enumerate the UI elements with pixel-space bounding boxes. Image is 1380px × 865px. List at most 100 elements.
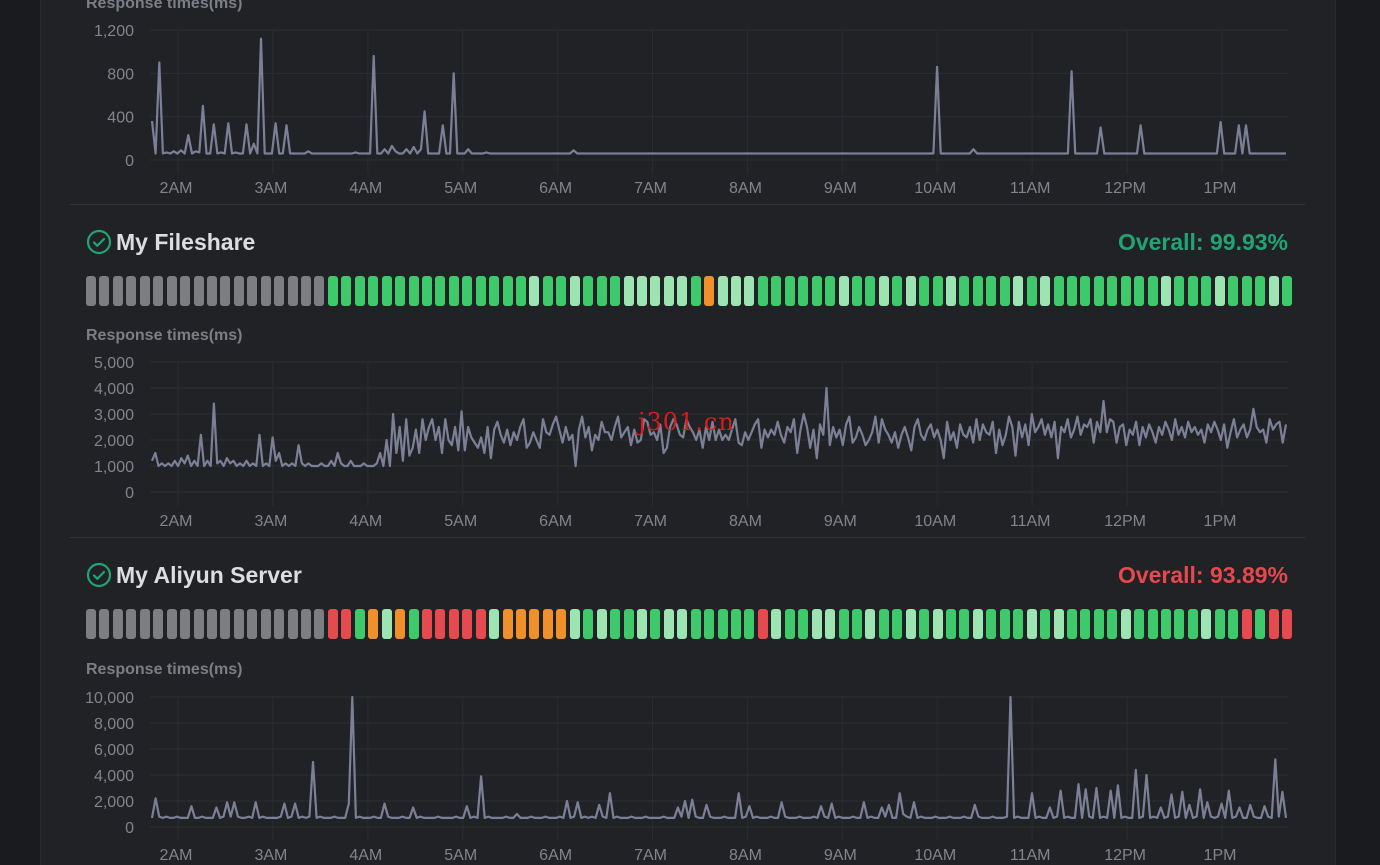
heartbeat-beat[interactable]	[1120, 276, 1131, 306]
heartbeat-beat[interactable]	[636, 609, 647, 639]
heartbeat-beat[interactable]	[731, 276, 741, 306]
heartbeat-beat[interactable]	[166, 276, 177, 306]
heartbeat-beat[interactable]	[932, 276, 943, 306]
heartbeat-beat[interactable]	[233, 609, 244, 639]
heartbeat-beat[interactable]	[744, 276, 755, 306]
heartbeat-beat[interactable]	[1026, 276, 1037, 306]
heartbeat-beat[interactable]	[462, 276, 473, 306]
heartbeat-beat[interactable]	[946, 609, 956, 639]
heartbeat-beat[interactable]	[502, 609, 513, 639]
heartbeat-beat[interactable]	[354, 609, 365, 639]
heartbeat-beat[interactable]	[260, 609, 271, 639]
heartbeat-beat[interactable]	[892, 276, 903, 306]
heartbeat-beat[interactable]	[1187, 609, 1198, 639]
heartbeat-beat[interactable]	[341, 276, 352, 306]
heartbeat-beat[interactable]	[798, 276, 809, 306]
heartbeat-beat[interactable]	[878, 276, 889, 306]
heartbeat-beat[interactable]	[1255, 609, 1266, 639]
heartbeat-beat[interactable]	[650, 609, 661, 639]
heartbeat-beat[interactable]	[838, 276, 849, 306]
heartbeat-beat[interactable]	[529, 609, 540, 639]
heartbeat-beat[interactable]	[86, 276, 96, 306]
heartbeat-beat[interactable]	[999, 609, 1010, 639]
heartbeat-beat[interactable]	[556, 276, 567, 306]
heartbeat-beat[interactable]	[663, 276, 674, 306]
heartbeat-beat[interactable]	[1040, 276, 1051, 306]
heartbeat-beat[interactable]	[690, 276, 701, 306]
heartbeat-beat[interactable]	[1026, 609, 1037, 639]
heartbeat-beat[interactable]	[610, 609, 621, 639]
heartbeat-beat[interactable]	[126, 276, 137, 306]
heartbeat-beat[interactable]	[1174, 609, 1185, 639]
heartbeat-beat[interactable]	[757, 276, 768, 306]
heartbeat-beat[interactable]	[1187, 276, 1198, 306]
heartbeat-beat[interactable]	[287, 276, 298, 306]
heartbeat-beat[interactable]	[516, 276, 526, 306]
heartbeat-beat[interactable]	[126, 609, 137, 639]
heartbeat-beat[interactable]	[986, 276, 997, 306]
heartbeat-beat[interactable]	[878, 609, 889, 639]
heartbeat-beat[interactable]	[744, 609, 755, 639]
heartbeat-beat[interactable]	[919, 276, 930, 306]
heartbeat-beat[interactable]	[408, 609, 419, 639]
heartbeat-beat[interactable]	[905, 609, 916, 639]
heartbeat-beat[interactable]	[1093, 276, 1104, 306]
heartbeat-beat[interactable]	[220, 609, 231, 639]
heartbeat-beat[interactable]	[784, 276, 795, 306]
heartbeat-beat[interactable]	[583, 276, 594, 306]
heartbeat-beat[interactable]	[569, 609, 580, 639]
heartbeat-beat[interactable]	[1214, 609, 1225, 639]
heartbeat-beat[interactable]	[502, 276, 513, 306]
heartbeat-beat[interactable]	[1066, 276, 1077, 306]
heartbeat-beat[interactable]	[663, 609, 674, 639]
heartbeat-beat[interactable]	[865, 276, 876, 306]
heartbeat-beat[interactable]	[475, 276, 486, 306]
heartbeat-beat[interactable]	[919, 609, 930, 639]
heartbeat-beat[interactable]	[475, 609, 486, 639]
heartbeat-beat[interactable]	[220, 276, 231, 306]
heartbeat-beat[interactable]	[717, 276, 728, 306]
heartbeat-beat[interactable]	[153, 276, 164, 306]
heartbeat-beat[interactable]	[690, 609, 701, 639]
heartbeat-beat[interactable]	[1161, 609, 1171, 639]
heartbeat-beat[interactable]	[731, 609, 741, 639]
heartbeat-beat[interactable]	[395, 276, 406, 306]
heartbeat-beat[interactable]	[1134, 609, 1145, 639]
heartbeat-beat[interactable]	[825, 609, 836, 639]
heartbeat-beat[interactable]	[892, 609, 903, 639]
heartbeat-beat[interactable]	[610, 276, 621, 306]
heartbeat-beat[interactable]	[798, 609, 809, 639]
heartbeat-beat[interactable]	[166, 609, 177, 639]
heartbeat-beat[interactable]	[650, 276, 661, 306]
heartbeat-beat[interactable]	[180, 276, 191, 306]
heartbeat-beat[interactable]	[1107, 609, 1118, 639]
heartbeat-beat[interactable]	[516, 609, 526, 639]
heartbeat-beat[interactable]	[381, 276, 392, 306]
heartbeat-beat[interactable]	[193, 276, 204, 306]
heartbeat-beat[interactable]	[529, 276, 540, 306]
heartbeat-beat[interactable]	[865, 609, 876, 639]
heartbeat-beat[interactable]	[1093, 609, 1104, 639]
heartbeat-beat[interactable]	[1214, 276, 1225, 306]
heartbeat-beat[interactable]	[623, 609, 634, 639]
heartbeat-beat[interactable]	[825, 276, 836, 306]
heartbeat-beat[interactable]	[1147, 609, 1158, 639]
heartbeat-beat[interactable]	[368, 609, 379, 639]
heartbeat-beat[interactable]	[959, 609, 970, 639]
heartbeat-beat[interactable]	[596, 609, 607, 639]
heartbeat-beat[interactable]	[623, 276, 634, 306]
heartbeat-beat[interactable]	[448, 276, 459, 306]
monitor-title[interactable]: My Aliyun Server	[86, 560, 302, 590]
heartbeat-beat[interactable]	[421, 276, 432, 306]
heartbeat-beat[interactable]	[905, 276, 916, 306]
heartbeat-beat[interactable]	[677, 609, 688, 639]
heartbeat-beat[interactable]	[86, 609, 96, 639]
heartbeat-beat[interactable]	[139, 609, 150, 639]
heartbeat-beat[interactable]	[972, 276, 983, 306]
heartbeat-beat[interactable]	[583, 609, 594, 639]
heartbeat-beat[interactable]	[636, 276, 647, 306]
heartbeat-beat[interactable]	[1241, 609, 1252, 639]
heartbeat-beat[interactable]	[354, 276, 365, 306]
heartbeat-beat[interactable]	[112, 276, 123, 306]
heartbeat-beat[interactable]	[314, 609, 325, 639]
